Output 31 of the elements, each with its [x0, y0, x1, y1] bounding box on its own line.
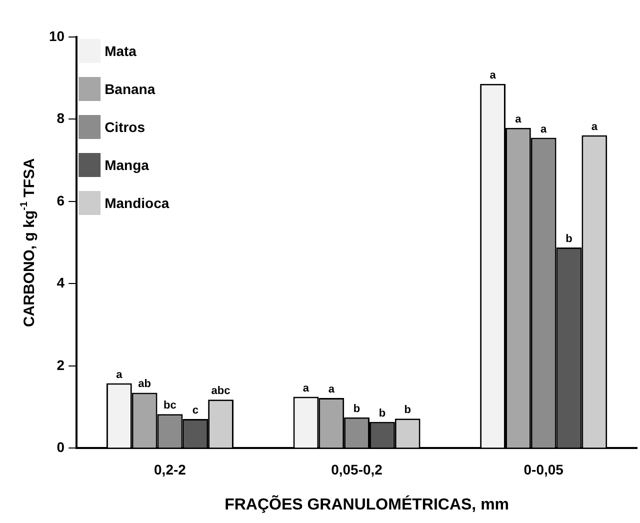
data-label: a [490, 69, 497, 82]
data-label: b [378, 407, 386, 420]
x-axis-title: FRAÇÕES GRANULOMÉTRICAS, mm [224, 494, 510, 514]
legend-label: Citros [104, 118, 146, 135]
x-tick-label: 0,05-0,2 [331, 461, 383, 478]
data-label: bc [164, 400, 176, 412]
legend-label: Manga [104, 156, 150, 173]
legend-label: Mandioca [104, 194, 170, 211]
data-label: a [302, 382, 310, 394]
data-label: a [515, 113, 522, 126]
y-tick-label: 2 [56, 356, 65, 373]
legend-label: Mata [104, 42, 137, 59]
data-label: ab [138, 378, 152, 390]
data-label: b [353, 402, 360, 415]
y-tick-label: 8 [56, 110, 65, 126]
y-tick-label: 10 [48, 28, 65, 44]
y-tick-label: 6 [56, 192, 65, 208]
data-label: a [328, 384, 336, 396]
legend-label: Banana [104, 80, 156, 97]
y-tick-label: 4 [56, 274, 65, 291]
y-axis-title: CARBONO, g kg-1 TFSA [18, 158, 38, 328]
data-label: b [566, 233, 573, 246]
data-label: a [591, 120, 598, 133]
data-label: a [540, 123, 548, 136]
data-label: b [404, 404, 412, 416]
data-label: abc [211, 385, 230, 398]
data-label: a [116, 368, 124, 381]
x-tick-label: 0,2-2 [154, 461, 186, 478]
data-label: c [192, 404, 198, 417]
y-tick-label: 0 [56, 439, 65, 456]
x-tick-label: 0-0,05 [524, 461, 564, 478]
